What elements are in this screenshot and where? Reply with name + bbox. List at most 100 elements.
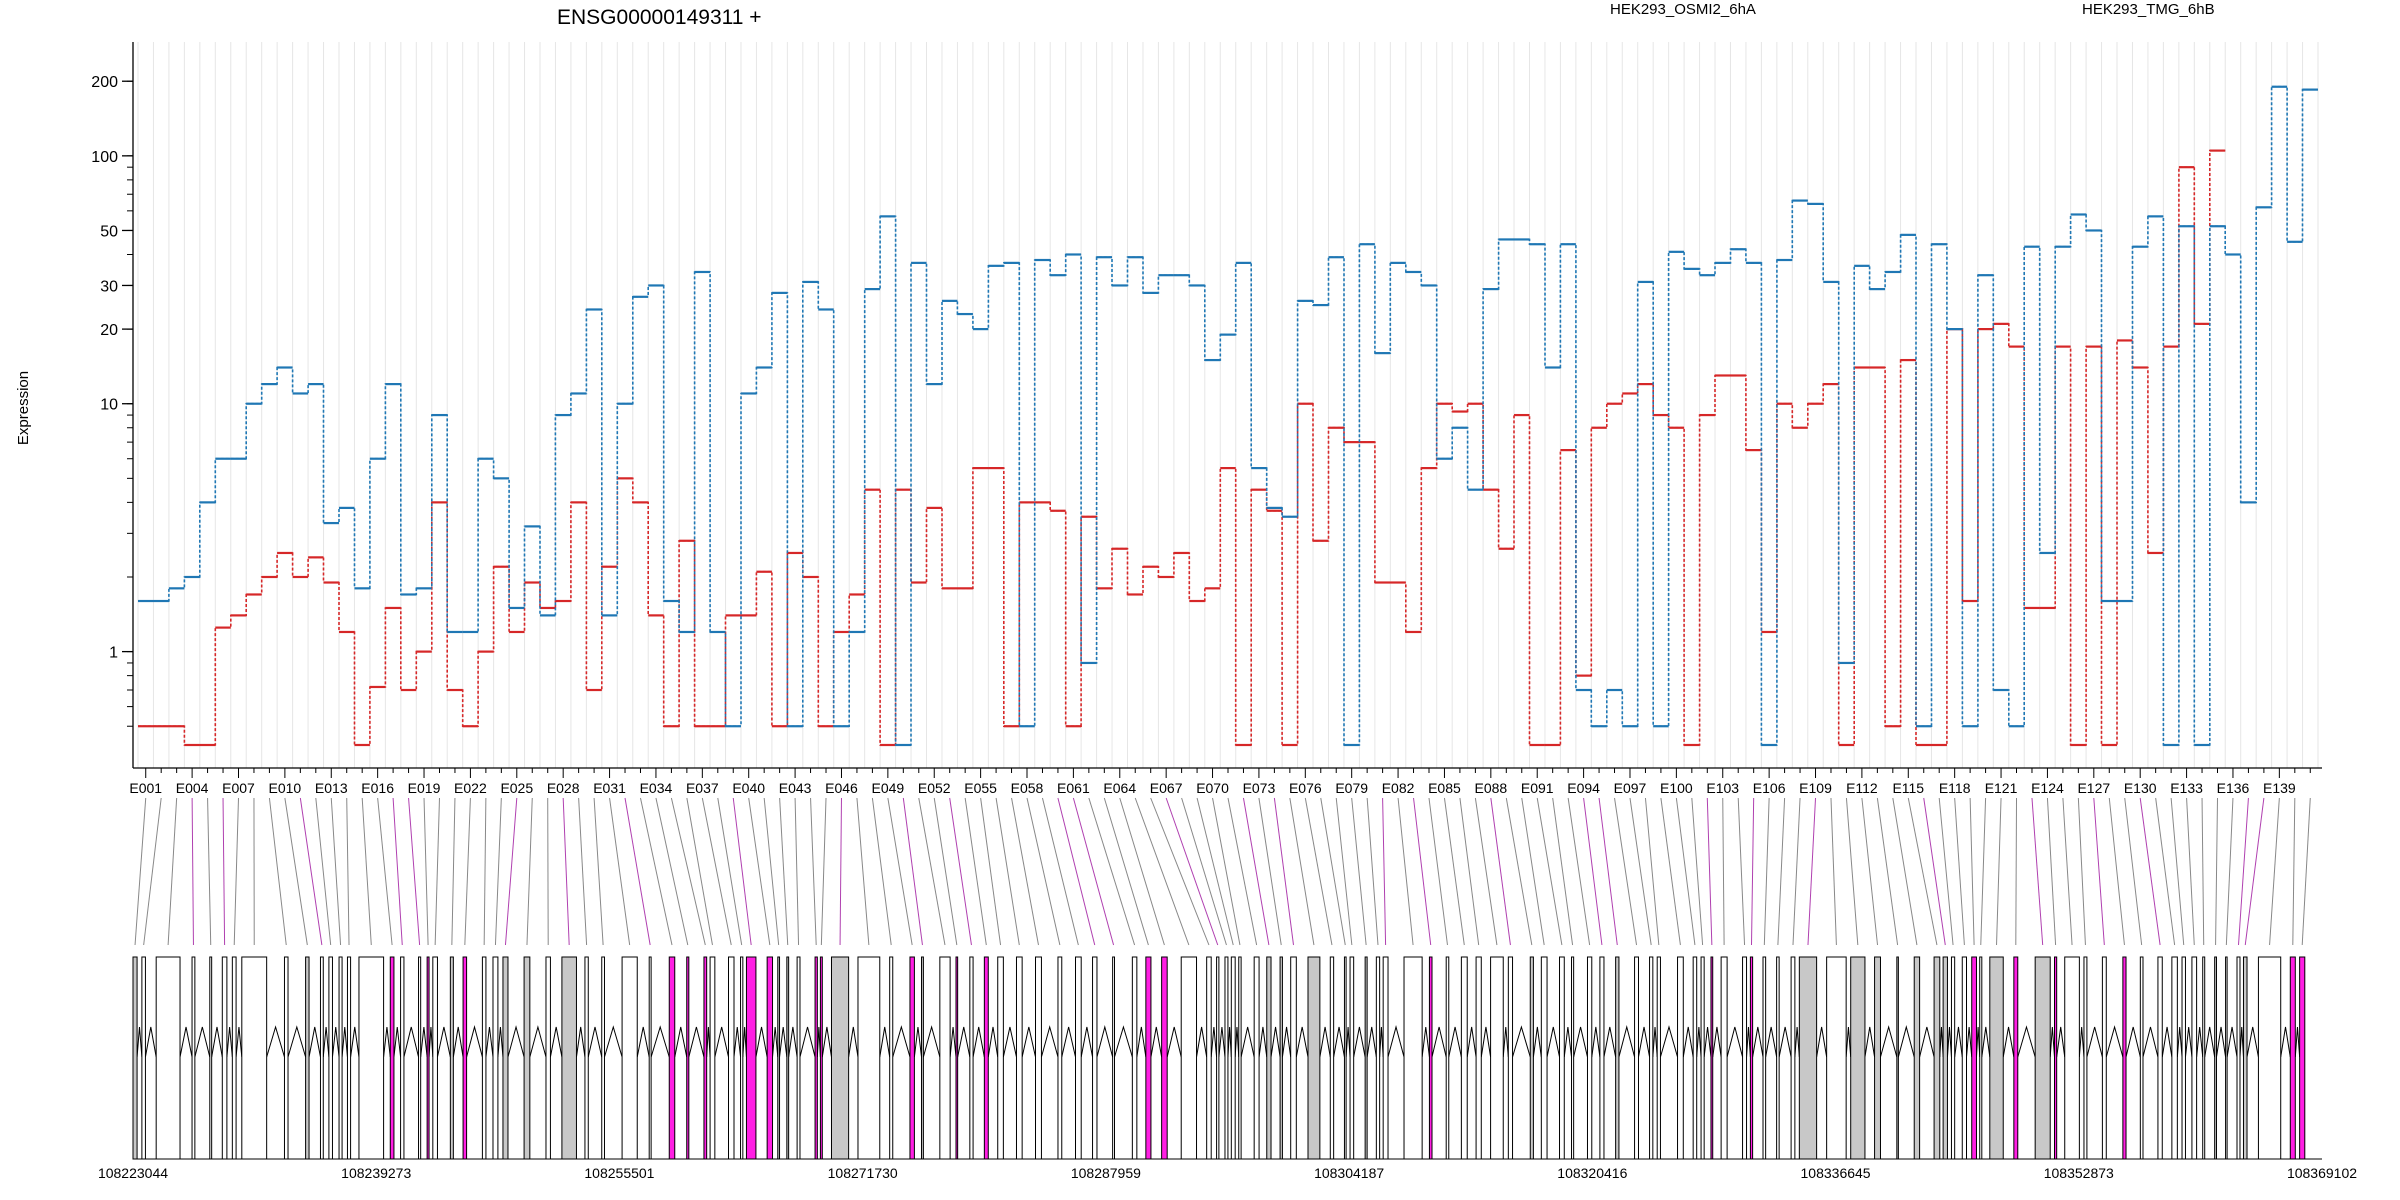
x-tick-label: E040 — [732, 780, 765, 796]
x-tick-label: E046 — [825, 780, 858, 796]
exon-block — [1649, 956, 1654, 1160]
exon-block — [584, 956, 589, 1160]
exon-connector — [2244, 797, 2265, 946]
exon-connector — [820, 797, 827, 946]
intron-link — [1319, 1026, 1331, 1058]
exon-block — [1507, 956, 1514, 1160]
exon-connector — [1980, 797, 1987, 946]
exon-connector — [284, 797, 308, 946]
intron-link — [211, 1026, 223, 1058]
exon-block — [2101, 956, 2107, 1160]
intron-link — [2049, 1026, 2055, 1058]
exon-connector — [562, 797, 570, 946]
exon-block — [141, 956, 146, 1160]
exon-connector — [2215, 797, 2219, 946]
exon-block — [1950, 956, 1956, 1160]
intron-link — [1919, 1026, 1935, 1058]
exon-block — [1615, 956, 1620, 1160]
x-tick-label: E124 — [2031, 780, 2064, 796]
intron-link — [772, 1026, 779, 1058]
genomic-coordinates: 108223044 108239273 108255501 108271730 1082… — [98, 1165, 2357, 1181]
exon-connector — [1165, 797, 1219, 946]
exon-block — [1112, 956, 1116, 1160]
intron-link — [913, 1026, 923, 1058]
exon-connector — [686, 797, 713, 946]
intron-link — [650, 1025, 670, 1058]
exon-connector — [1150, 797, 1210, 946]
exon-connector — [1428, 797, 1448, 946]
exon-block — [305, 956, 310, 1160]
exon-block — [830, 956, 850, 1160]
x-tick-label: E022 — [454, 780, 487, 796]
exon-block — [909, 956, 915, 1160]
exon-block — [1343, 956, 1347, 1160]
intron-link — [1746, 1026, 1751, 1058]
exon-block — [2064, 956, 2080, 1160]
exon-connector — [464, 797, 471, 946]
exon-connector — [839, 797, 842, 946]
exon-block — [338, 956, 343, 1160]
exon-connector — [1706, 797, 1713, 946]
exon-block — [1382, 956, 1389, 1160]
intron-link — [1002, 1026, 1017, 1058]
exon-block — [1961, 956, 1968, 1160]
intron-link — [1345, 1026, 1351, 1058]
series-line-1 — [138, 85, 2318, 746]
exon-block — [857, 956, 881, 1160]
exon-connector — [1443, 797, 1465, 946]
x-tick-label: E121 — [1985, 780, 2018, 796]
exon-connector — [1807, 797, 1817, 946]
intron-link — [799, 1026, 816, 1058]
exon-block — [1180, 956, 1198, 1160]
exon-connector — [1351, 797, 1367, 946]
exon-block — [502, 956, 509, 1160]
exon-connector — [980, 797, 1002, 946]
x-tick-label: E052 — [918, 780, 951, 796]
intron-link — [1281, 1026, 1292, 1058]
exon-connector — [2046, 797, 2057, 946]
x-tick-label: E100 — [1660, 780, 1693, 796]
exon-block — [1349, 956, 1355, 1160]
intron-link — [226, 1026, 233, 1058]
exon-block — [1329, 956, 1335, 1160]
intron-link — [1502, 1026, 1509, 1058]
intron-link — [393, 1026, 402, 1058]
exon-block — [2034, 956, 2051, 1160]
exon-connector — [1644, 797, 1660, 946]
coordinate-label: 108369102 — [2287, 1165, 2357, 1181]
intron-link — [1794, 1026, 1800, 1058]
intron-link — [350, 1026, 360, 1058]
exon-block — [209, 956, 213, 1160]
intron-link — [144, 1026, 157, 1058]
intron-link — [1603, 1026, 1617, 1058]
exon-connector — [1304, 797, 1333, 946]
exon-block — [1874, 956, 1881, 1160]
exon-block — [1762, 956, 1767, 1160]
intron-link — [1546, 1026, 1561, 1058]
intron-link — [755, 1026, 768, 1058]
intron-link — [821, 1026, 832, 1058]
exon-connector — [434, 797, 440, 946]
intron-link — [1114, 1025, 1133, 1058]
intron-link — [2246, 1026, 2259, 1058]
exon-block — [231, 956, 237, 1160]
exon-block — [1913, 956, 1921, 1160]
exon-block — [1896, 956, 1899, 1160]
exon-connector — [655, 797, 689, 946]
exon-block — [1677, 956, 1684, 1160]
exon-block — [997, 956, 1004, 1160]
exon-connector — [1614, 797, 1638, 946]
exon-connector — [2155, 797, 2176, 946]
exon-connector — [1583, 797, 1603, 946]
intron-link — [1563, 1026, 1573, 1058]
x-tick-label: E127 — [2077, 780, 2110, 796]
exon-connector — [1242, 797, 1270, 946]
exon-block — [400, 956, 405, 1160]
intron-link — [1726, 1026, 1744, 1058]
intron-link — [949, 1026, 957, 1058]
x-tick-label: E094 — [1567, 780, 1600, 796]
intron-link — [308, 1026, 321, 1058]
legend-entry-osmi2: HEK293_OSMI2_6hA — [1610, 1, 1756, 18]
intron-link — [2294, 1026, 2301, 1058]
exon-connector — [1011, 797, 1039, 946]
